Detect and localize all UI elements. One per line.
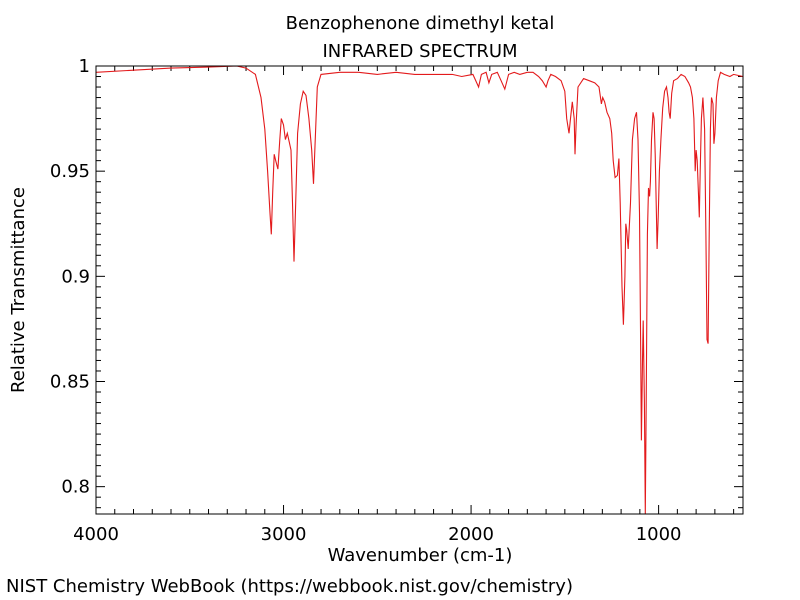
chart-title: Benzophenone dimethyl ketal (286, 13, 555, 34)
y-tick-label: 0.9 (61, 266, 90, 287)
x-axis-label: Wavenumber (cm-1) (328, 545, 513, 566)
y-tick-label: 0.95 (50, 161, 90, 182)
chart-subtitle: INFRARED SPECTRUM (322, 41, 517, 62)
y-tick-label: 0.85 (50, 371, 90, 392)
y-axis-label: Relative Transmittance (8, 187, 29, 393)
y-tick-label: 0.8 (61, 477, 90, 498)
x-tick-label: 3000 (261, 524, 307, 545)
x-tick-label: 2000 (448, 524, 494, 545)
tick-marks (95, 65, 743, 514)
tick-labels: 4000 3000 2000 1000 1 0.95 0.9 0.85 0.8 (50, 56, 682, 545)
spectrum-series-line (95, 65, 744, 515)
x-tick-label: 4000 (73, 524, 119, 545)
source-credit: NIST Chemistry WebBook (https://webbook.… (6, 576, 573, 597)
x-tick-label: 1000 (636, 524, 682, 545)
y-tick-label: 1 (79, 56, 90, 77)
plot-frame (95, 65, 744, 515)
